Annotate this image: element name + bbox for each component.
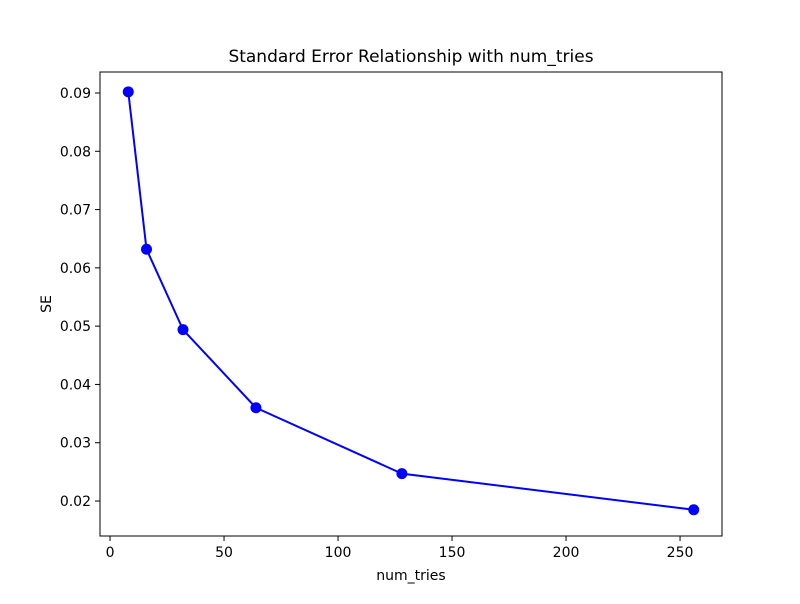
y-tick-label: 0.08 — [60, 144, 91, 160]
axis-ticks: 0 50 100 150 200 250 0.02 0.03 0.04 0.05 0.06 0.07 0… — [60, 86, 694, 561]
x-tick-label: 0 — [106, 545, 115, 561]
y-tick-label: 0.09 — [60, 86, 91, 102]
chart-title: Standard Error Relationship with num_tri… — [228, 47, 593, 67]
y-axis-label: SE — [39, 295, 55, 313]
x-tick-label: 50 — [215, 545, 233, 561]
data-point-marker — [177, 324, 189, 336]
x-axis-label: num_tries — [376, 568, 445, 584]
data-point-marker — [250, 402, 262, 414]
data-point-marker — [122, 86, 134, 98]
x-tick-label: 200 — [553, 545, 580, 561]
y-tick-label: 0.05 — [60, 319, 91, 335]
data-point-marker — [396, 468, 408, 480]
y-tick-label: 0.07 — [60, 203, 91, 219]
y-tick-label: 0.03 — [60, 436, 91, 452]
y-tick-label: 0.02 — [60, 494, 91, 510]
y-tick-label: 0.04 — [60, 377, 91, 393]
x-tick-label: 100 — [325, 545, 352, 561]
data-series — [122, 86, 700, 516]
y-tick-label: 0.06 — [60, 261, 91, 277]
plot-area — [100, 72, 722, 536]
data-point-marker — [141, 243, 153, 255]
axes-spines — [99, 71, 723, 537]
data-point-marker — [688, 504, 700, 516]
data-line — [127, 90, 695, 511]
x-tick-label: 150 — [439, 545, 466, 561]
x-tick-label: 250 — [667, 545, 694, 561]
